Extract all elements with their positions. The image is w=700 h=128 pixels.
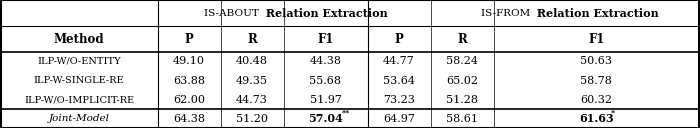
Text: 44.77: 44.77 xyxy=(383,56,415,66)
Text: 51.28: 51.28 xyxy=(446,95,478,105)
Text: F1: F1 xyxy=(317,33,334,46)
Text: 64.97: 64.97 xyxy=(383,114,415,124)
Text: **: ** xyxy=(342,109,350,117)
Text: IS-FROM: IS-FROM xyxy=(481,9,533,18)
Text: P: P xyxy=(395,33,403,46)
Text: 57.04: 57.04 xyxy=(308,113,343,124)
Text: 58.78: 58.78 xyxy=(580,76,612,86)
Text: 51.20: 51.20 xyxy=(236,114,268,124)
Text: 63.88: 63.88 xyxy=(173,76,205,86)
Text: ILP-W/O-IMPLICIT-RE: ILP-W/O-IMPLICIT-RE xyxy=(24,95,134,104)
Text: 58.24: 58.24 xyxy=(446,56,478,66)
Text: 62.00: 62.00 xyxy=(173,95,205,105)
Text: 49.35: 49.35 xyxy=(236,76,268,86)
Text: 51.97: 51.97 xyxy=(309,95,342,105)
Text: 53.64: 53.64 xyxy=(383,76,415,86)
Text: Method: Method xyxy=(54,33,104,46)
Text: 60.32: 60.32 xyxy=(580,95,612,105)
Text: 49.10: 49.10 xyxy=(173,56,205,66)
Text: P: P xyxy=(185,33,193,46)
Text: 65.02: 65.02 xyxy=(446,76,478,86)
Text: 44.73: 44.73 xyxy=(236,95,268,105)
Text: IS-ABOUT: IS-ABOUT xyxy=(204,9,262,18)
Text: 61.63: 61.63 xyxy=(579,113,614,124)
Text: 73.23: 73.23 xyxy=(383,95,415,105)
Text: 64.38: 64.38 xyxy=(173,114,205,124)
Text: 50.63: 50.63 xyxy=(580,56,612,66)
Text: ILP-W-SINGLE-RE: ILP-W-SINGLE-RE xyxy=(34,76,125,85)
Text: 58.61: 58.61 xyxy=(446,114,478,124)
Text: ILP-W/O-ENTITY: ILP-W/O-ENTITY xyxy=(37,57,121,66)
Text: *: * xyxy=(610,109,615,117)
Text: R: R xyxy=(247,33,257,46)
Text: 44.38: 44.38 xyxy=(309,56,342,66)
Text: R: R xyxy=(457,33,467,46)
Text: 55.68: 55.68 xyxy=(309,76,342,86)
Text: F1: F1 xyxy=(588,33,605,46)
Text: Relation Extraction: Relation Extraction xyxy=(533,8,659,19)
Text: Joint-Model: Joint-Model xyxy=(48,114,110,123)
Text: 40.48: 40.48 xyxy=(236,56,268,66)
Text: Relation Extraction: Relation Extraction xyxy=(262,8,388,19)
